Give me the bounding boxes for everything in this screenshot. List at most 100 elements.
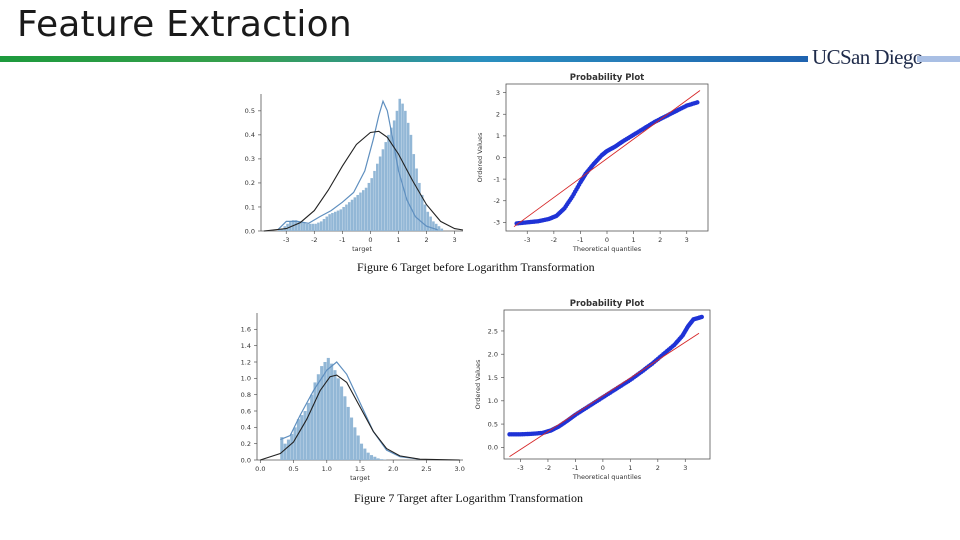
chart0-bar — [347, 202, 351, 231]
chart0-bar — [294, 220, 298, 231]
chart2-bar — [363, 448, 367, 460]
chart0-bar — [325, 216, 329, 231]
title-underline-bar-right — [917, 56, 960, 62]
chart0-x-tick-label: -2 — [311, 236, 317, 244]
chart0-bar — [342, 206, 345, 231]
chart3-x-tick-label: 3 — [683, 464, 687, 472]
chart0-bar — [322, 218, 326, 231]
chart0-bar — [381, 149, 385, 231]
chart0-bar — [353, 197, 357, 231]
chart0-bar — [356, 194, 359, 231]
probability-plot-after: -3 -2 -1 0 1 2 3 0.0 0.5 1.0 1.5 2.0 2.5 Probability … — [474, 299, 711, 481]
chart2-bar — [323, 362, 327, 460]
chart2-x-tick-label: 0.5 — [288, 465, 298, 473]
chart1-x-tick-label: 1 — [632, 236, 636, 244]
chart0-bar — [297, 221, 301, 231]
chart0-bar — [367, 182, 371, 231]
chart0-bar — [339, 209, 343, 231]
chart2-y-tick-label: 0.0 — [241, 456, 251, 464]
chart3-y-tick-label: 0.0 — [488, 444, 498, 452]
chart0-bar — [300, 222, 303, 231]
chart0-bar — [378, 156, 382, 231]
chart2-bar — [313, 382, 317, 460]
chart0-normal-fit-line — [263, 130, 464, 232]
chart2-x-tick-label: 2.0 — [388, 465, 398, 473]
probability-plot-before: -3 -2 -1 0 1 2 3 -3 -2 -1 0 1 2 3 Probability Plot Theo… — [476, 73, 709, 253]
chart2-bar — [303, 411, 307, 460]
chart1-y-label: Ordered Values — [476, 132, 484, 182]
chart0-bar — [308, 223, 312, 231]
chart2-x-tick-label: 0.0 — [255, 465, 265, 473]
chart2-bar — [283, 443, 287, 460]
chart1-x-tick-label: -3 — [524, 236, 530, 244]
chart2-y-tick-label: 1.2 — [241, 358, 251, 366]
chart3-x-tick-label: 2 — [656, 464, 660, 472]
chart2-x-tick-label: 1.0 — [322, 465, 332, 473]
chart0-bar — [404, 110, 407, 231]
chart0-bar — [314, 223, 317, 231]
chart2-bar — [373, 456, 377, 460]
chart0-bar — [412, 154, 416, 231]
chart2-y-tick-label: 0.6 — [241, 407, 251, 415]
chart1-y-tick-label: -1 — [494, 175, 500, 183]
chart1-y-tick-label: -3 — [494, 219, 500, 227]
chart0-y-tick-label: 0.0 — [245, 227, 255, 235]
chart0-x-tick-label: -1 — [339, 236, 345, 244]
chart0-x-tick-label: 3 — [453, 236, 457, 244]
chart2-bar — [290, 433, 294, 460]
chart2-bar — [353, 427, 357, 460]
chart0-bar — [376, 163, 379, 231]
chart3-x-tick-label: -2 — [545, 464, 551, 472]
chart3-x-tick-label: 0 — [601, 464, 605, 472]
chart0-bar — [328, 214, 331, 231]
chart0-bar — [345, 204, 348, 231]
chart0-bar — [440, 228, 444, 231]
chart3-x-tick-label: -1 — [572, 464, 578, 472]
chart1-x-tick-label: 2 — [658, 236, 662, 244]
chart3-y-tick-label: 1.5 — [488, 374, 498, 382]
chart2-bar — [316, 374, 320, 460]
figure-6-caption: Figure 6 Target before Logarithm Transfo… — [357, 260, 595, 274]
chart2-bar — [346, 406, 350, 460]
figure-7-caption: Figure 7 Target after Logarithm Transfor… — [354, 491, 584, 505]
chart2-bar — [293, 427, 297, 460]
histogram-before: -3 -2 -1 0 1 2 3 0.0 0.1 0.2 0.3 0.4 0.5 target — [245, 94, 464, 253]
chart0-bar — [317, 222, 320, 231]
chart2-y-tick-label: 0.4 — [241, 424, 251, 432]
chart0-bar — [387, 134, 390, 231]
chart2-y-tick-label: 1.0 — [241, 375, 251, 383]
chart2-normal-fit-line — [260, 374, 460, 461]
chart0-bar — [420, 194, 424, 231]
chart0-bar — [384, 142, 387, 231]
chart0-bar — [406, 122, 410, 231]
chart1-x-tick-label: 0 — [605, 236, 609, 244]
chart1-y-tick-label: -2 — [494, 197, 500, 205]
chart2-y-tick-label: 1.4 — [241, 342, 251, 350]
chart0-bar — [280, 228, 284, 231]
chart0-y-tick-label: 0.4 — [245, 131, 255, 139]
chart0-bar — [423, 204, 427, 231]
chart1-frame — [505, 83, 709, 232]
chart1-reference-line — [513, 90, 701, 228]
chart3-y-tick-label: 2.5 — [488, 327, 498, 335]
chart2-bar — [350, 417, 354, 460]
chart2-bar — [343, 396, 347, 460]
chart2-bar — [356, 435, 360, 460]
chart0-bar — [362, 190, 365, 231]
chart0-bar — [359, 192, 362, 231]
chart3-y-tick-label: 1.0 — [488, 397, 498, 405]
chart2-bar — [320, 366, 324, 460]
chart1-y-tick-label: 1 — [496, 132, 500, 140]
title-underline-bar — [0, 56, 808, 62]
chart3-reference-line — [509, 332, 700, 458]
chart2-x-tick-label: 3.0 — [455, 465, 465, 473]
chart0-bar — [305, 223, 309, 231]
chart1-title: Probability Plot — [570, 73, 645, 83]
chart0-x-tick-label: 1 — [396, 236, 400, 244]
chart0-bar — [311, 223, 315, 231]
chart2-bar — [286, 439, 290, 460]
chart1-x-tick-label: -2 — [551, 236, 557, 244]
chart3-y-tick-label: 0.5 — [488, 420, 498, 428]
chart0-kde-line — [277, 99, 438, 231]
chart0-bar — [401, 103, 404, 231]
